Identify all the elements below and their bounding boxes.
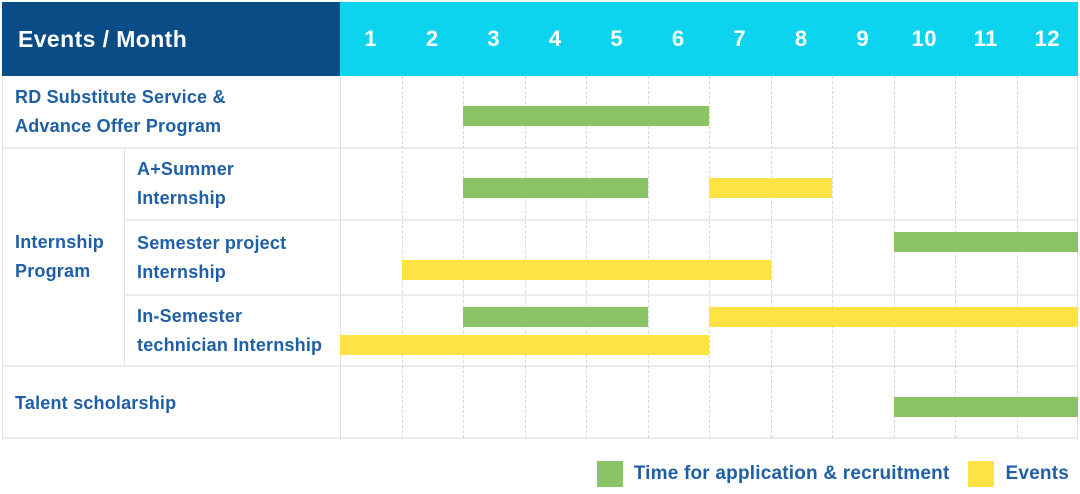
month-label: 9 [856, 26, 870, 51]
bar-application-recruitment [893, 397, 1078, 417]
month-label: 7 [733, 26, 747, 51]
grid-line-vertical [124, 148, 125, 366]
legend-label-events: Events [1005, 463, 1069, 484]
month-label: 2 [425, 26, 439, 51]
bar-application-recruitment [463, 178, 648, 198]
row-label-rd-substitute-service-text: RD Substitute Service & Advance Offer Pr… [15, 87, 226, 136]
legend-swatch-events [968, 461, 995, 487]
bar-events [709, 307, 1078, 327]
bar-events [709, 178, 832, 198]
month-grid-line [955, 76, 956, 438]
row-label-talent-scholarship: Talent scholarship [2, 366, 340, 440]
month-grid-line [893, 76, 895, 438]
month-grid-line [709, 76, 710, 438]
row-label-semester-project-internship-text: Semester project Internship [137, 232, 287, 282]
month-label: 3 [487, 26, 501, 51]
group-label-internship-program-text: Internship Program [15, 232, 105, 281]
grid-line-vertical [1077, 76, 1078, 440]
row-label-rd-substitute-service: RD Substitute Service & Advance Offer Pr… [2, 76, 340, 148]
month-grid-line [770, 76, 772, 438]
month-label: 11 [973, 26, 998, 51]
group-label-internship-program: Internship Program [2, 148, 124, 366]
row-label-a-plus-summer-internship-text: A+Summer Internship [137, 159, 235, 208]
row-label-in-semester-technician-internship: In-Semester technician Internship [124, 295, 340, 366]
legend-swatch-application-recruitment [596, 461, 623, 487]
legend: Time for application & recruitment Events [596, 461, 1069, 487]
month-grid-line [1016, 76, 1018, 438]
legend-item-events: Events [968, 461, 1069, 487]
grid-line-horizontal [2, 365, 1078, 367]
bar-application-recruitment [463, 106, 709, 126]
month-grid-line [586, 76, 587, 438]
month-header-row: 1 2 3 4 5 6 7 8 9 10 11 12 [340, 2, 1078, 76]
bar-events [340, 335, 709, 355]
header-title: Events / Month [18, 25, 188, 52]
row-label-in-semester-technician-internship-text: In-Semester technician Internship [137, 305, 323, 355]
month-grid-line [463, 76, 464, 438]
legend-label-application-recruitment: Time for application & recruitment [633, 463, 950, 484]
bar-events [401, 260, 771, 280]
events-month-header-cell: Events / Month [2, 2, 340, 76]
row-label-talent-scholarship-text: Talent scholarship [15, 392, 177, 413]
grid-line-vertical [340, 76, 341, 440]
row-label-semester-project-internship: Semester project Internship [124, 220, 340, 295]
month-label: 6 [671, 26, 685, 51]
row-label-a-plus-summer-internship: A+Summer Internship [124, 148, 340, 220]
month-grid-line [401, 76, 403, 438]
grid-line-horizontal [124, 219, 1078, 221]
legend-item-application-recruitment: Time for application & recruitment [596, 461, 950, 487]
month-label: 5 [610, 26, 624, 51]
bar-application-recruitment [463, 307, 648, 327]
grid-line-horizontal [2, 437, 1078, 439]
grid-line-horizontal [124, 294, 1078, 296]
grid-line-vertical [2, 76, 3, 440]
month-label: 4 [548, 26, 562, 51]
month-grid-line [524, 76, 526, 438]
month-grid-line [647, 76, 649, 438]
month-label: 1 [364, 26, 378, 51]
month-label: 8 [794, 26, 808, 51]
grid-line-horizontal [2, 147, 1078, 149]
month-label: 10 [911, 26, 937, 51]
month-grid-line [832, 76, 833, 438]
month-label: 12 [1034, 26, 1060, 51]
bar-application-recruitment [893, 232, 1078, 252]
